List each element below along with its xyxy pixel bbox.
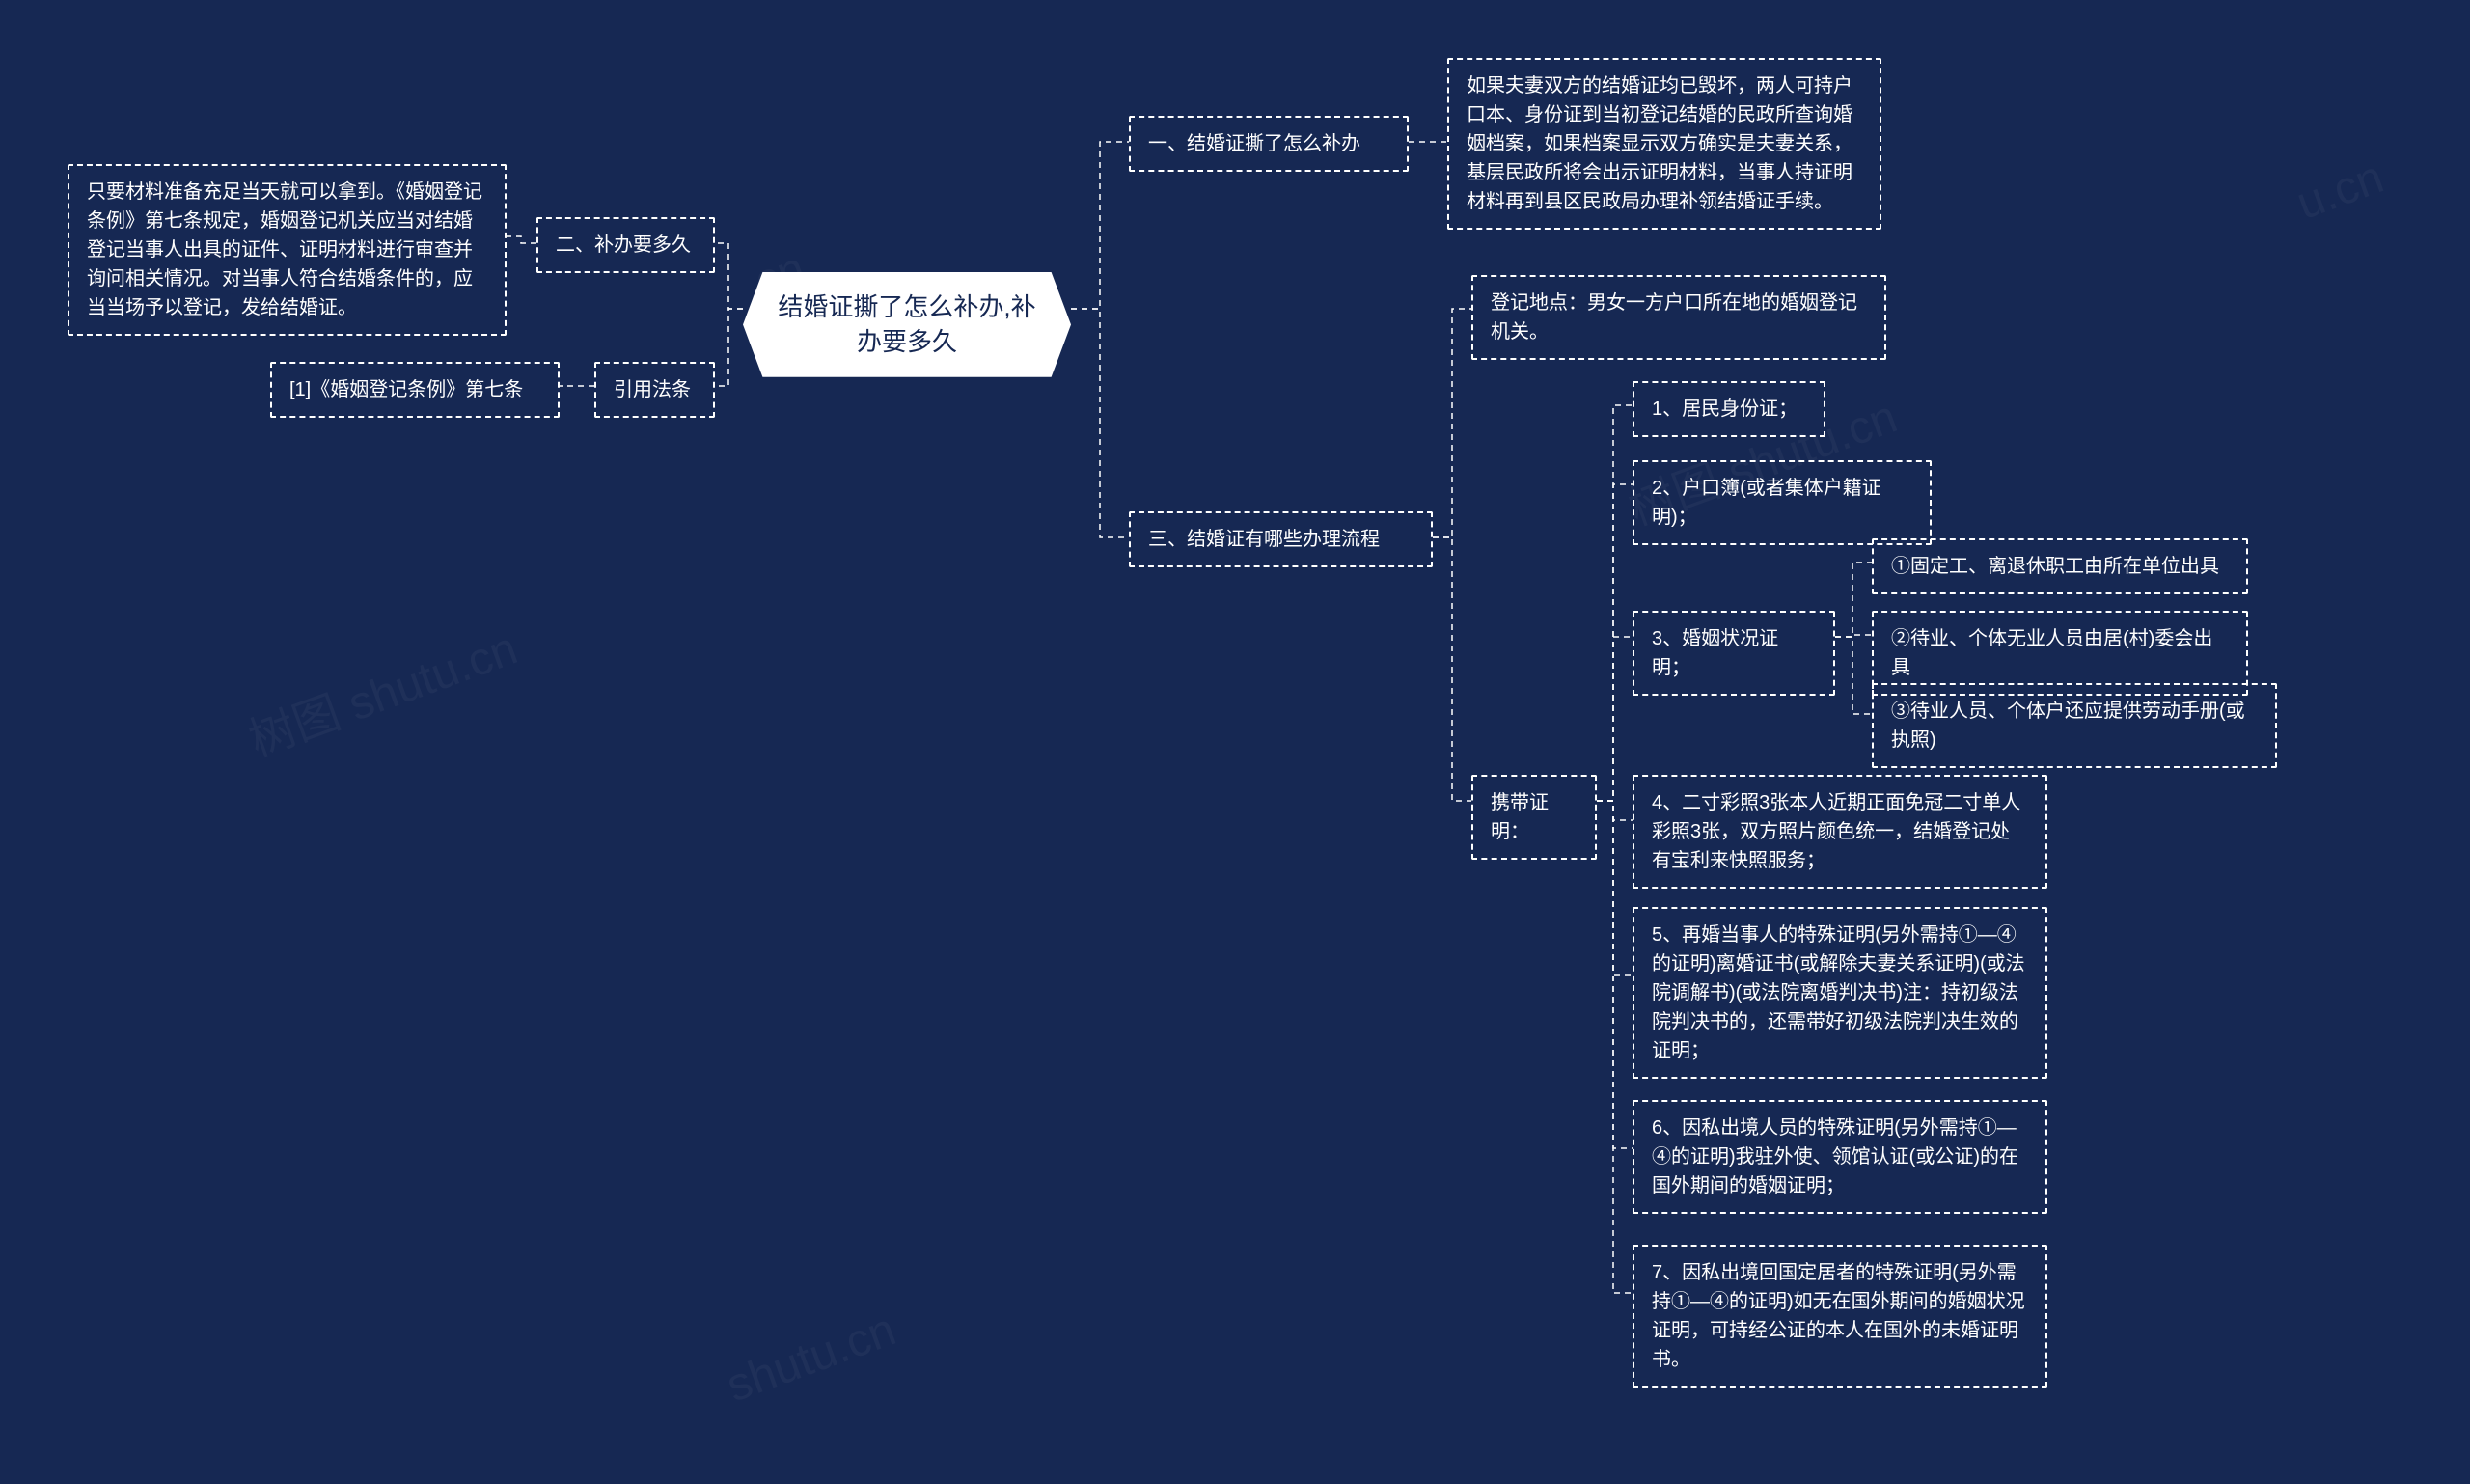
branch-right-3: 三、结婚证有哪些办理流程 (1129, 511, 1433, 567)
branch-left-2: 二、补办要多久 (536, 217, 715, 273)
leaf-carry-3-3: ③待业人员、个体户还应提供劳动手册(或执照) (1872, 683, 2277, 768)
watermark: shutu.cn (720, 1304, 902, 1414)
leaf-carry-5: 5、再婚当事人的特殊证明(另外需持①—④的证明)离婚证书(或解除夫妻关系证明)(… (1633, 907, 2047, 1079)
watermark: u.cn (2290, 151, 2390, 231)
leaf-right-3-location: 登记地点：男女一方户口所在地的婚姻登记机关。 (1471, 275, 1886, 360)
watermark: 树图 shutu.cn (238, 610, 525, 769)
leaf-left-2-1: 只要材料准备充足当天就可以拿到。《婚姻登记条例》第七条规定，婚姻登记机关应当对结… (68, 164, 507, 336)
leaf-carry-2: 2、户口簿(或者集体户籍证明)； (1633, 460, 1932, 545)
leaf-carry-3-1: ①固定工、离退休职工由所在单位出具 (1872, 538, 2248, 594)
leaf-carry-4: 4、二寸彩照3张本人近期正面免冠二寸单人彩照3张，双方照片颜色统一，结婚登记处有… (1633, 775, 2047, 889)
root-node: 结婚证撕了怎么补办,补办要多久 (743, 272, 1071, 377)
leaf-left-ref-1: [1]《婚姻登记条例》第七条 (270, 362, 560, 418)
branch-right-1: 一、结婚证撕了怎么补办 (1129, 116, 1409, 172)
branch-right-3-carry: 携带证明： (1471, 775, 1597, 860)
branch-left-ref: 引用法条 (594, 362, 715, 418)
leaf-right-1-1: 如果夫妻双方的结婚证均已毁坏，两人可持户口本、身份证到当初登记结婚的民政所查询婚… (1447, 58, 1881, 230)
leaf-carry-6: 6、因私出境人员的特殊证明(另外需持①—④的证明)我驻外使、领馆认证(或公证)的… (1633, 1100, 2047, 1214)
branch-carry-3: 3、婚姻状况证明； (1633, 611, 1835, 696)
leaf-carry-7: 7、因私出境回国定居者的特殊证明(另外需持①—④的证明)如无在国外期间的婚姻状况… (1633, 1245, 2047, 1388)
leaf-carry-1: 1、居民身份证； (1633, 381, 1825, 437)
